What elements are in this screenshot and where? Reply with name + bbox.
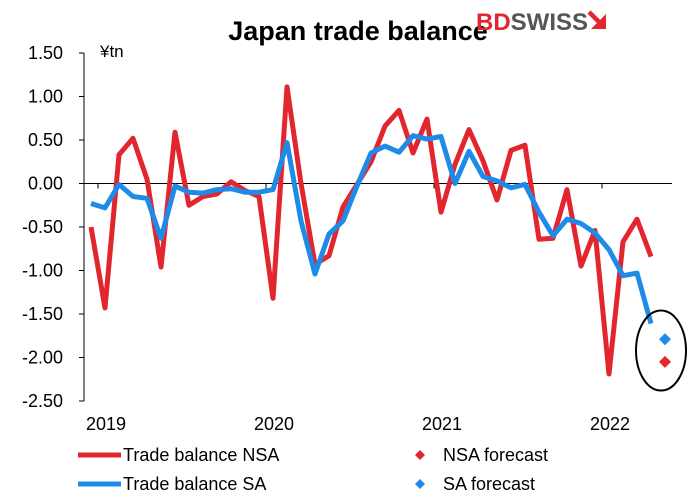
x-tick-label: 2022 — [590, 414, 630, 434]
svg-text:BDSWISS: BDSWISS — [476, 9, 588, 36]
series-line-trade-balance-sa — [90, 133, 654, 325]
y-tick-label: 1.50 — [28, 43, 63, 63]
y-axis-ticks: 1.50 1.00 0.50 0.00 -0.50 -1.00 -1.50 -2.00 -2.5… — [22, 43, 63, 411]
legend-swatch-diamond — [415, 450, 425, 460]
y-tick-label: -1.00 — [22, 261, 63, 281]
y-tick-label: -0.50 — [22, 217, 63, 237]
series-layer — [88, 84, 671, 377]
legend-label: SA forecast — [443, 474, 535, 494]
axes — [79, 52, 672, 402]
series-line-trade-balance-nsa — [88, 84, 654, 377]
legend-item: NSA forecast — [415, 445, 548, 465]
y-tick-label: -2.50 — [22, 391, 63, 411]
legend-label: Trade balance NSA — [123, 445, 279, 465]
x-tick-label: 2021 — [422, 414, 462, 434]
y-axis-unit: ¥tn — [99, 42, 124, 61]
chart-title: Japan trade balance — [228, 16, 488, 46]
logo-arrow-icon — [587, 10, 606, 29]
forecast-point-nsa-forecast — [659, 355, 671, 368]
legend-item: Trade balance SA — [78, 474, 266, 494]
x-tick-label: 2019 — [86, 414, 126, 434]
forecast-point-sa-forecast — [659, 333, 671, 346]
logo-swiss-text: SWISS — [511, 9, 588, 36]
y-tick-label: 0.00 — [28, 174, 63, 194]
logo-bd-text: BD — [476, 9, 511, 36]
x-tick-label: 2020 — [254, 414, 294, 434]
x-axis-ticks: 2019 2020 2021 2022 — [86, 414, 630, 434]
annotation-layer — [635, 309, 687, 392]
legend-item: Trade balance NSA — [78, 445, 279, 465]
legend-swatch-diamond — [415, 479, 425, 489]
legend: Trade balance NSA Trade balance SA NSA for… — [78, 445, 548, 494]
y-tick-label: -1.50 — [22, 304, 63, 324]
legend-label: NSA forecast — [443, 445, 548, 465]
legend-item: SA forecast — [415, 474, 535, 494]
brand-logo: BDSWISS — [476, 9, 606, 36]
y-tick-label: 1.00 — [28, 87, 63, 107]
forecast-highlight-ellipse — [635, 309, 687, 392]
legend-label: Trade balance SA — [123, 474, 266, 494]
y-tick-label: 0.50 — [28, 130, 63, 150]
y-tick-label: -2.00 — [22, 348, 63, 368]
